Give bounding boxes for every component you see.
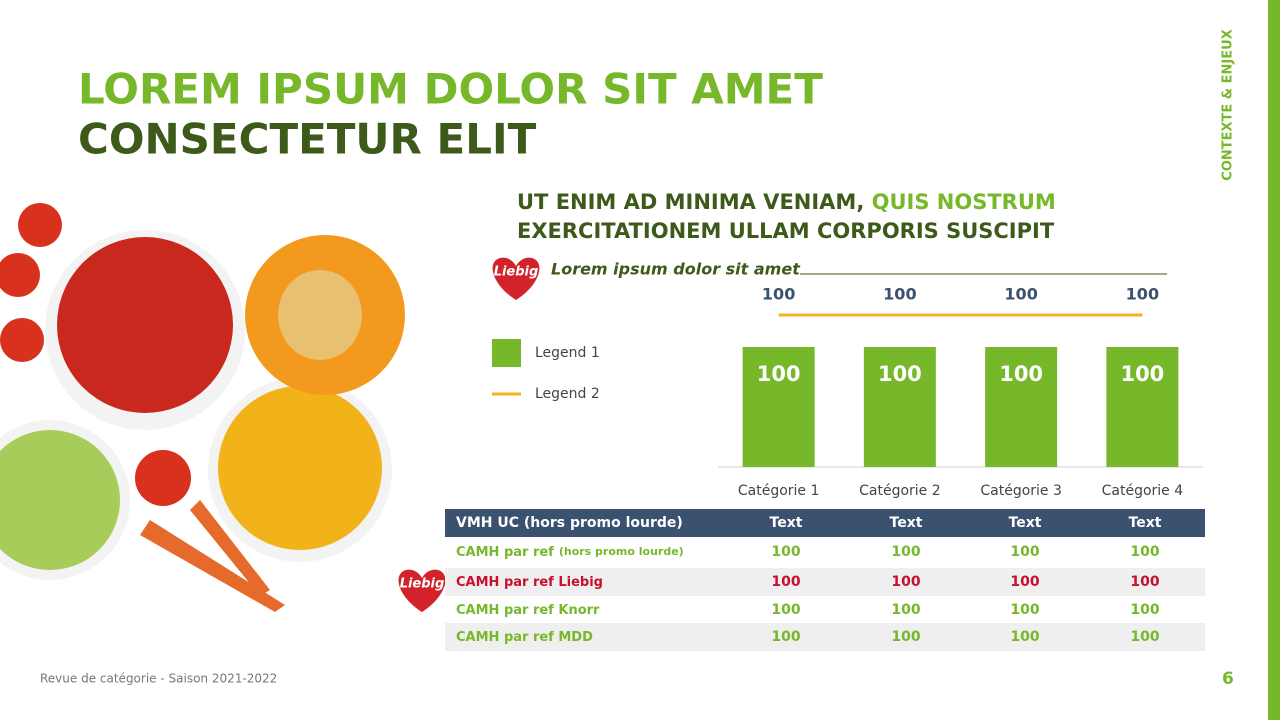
logo-text: Liebig [400, 577, 445, 592]
line-label: 100 [1004, 285, 1037, 304]
row-label-text: CAMH par ref Liebig [456, 575, 603, 590]
line-label: 100 [762, 285, 795, 304]
table-logo: Liebig [398, 569, 446, 612]
table-header [445, 509, 1205, 537]
subtitle-line1: UT ENIM AD MINIMA VENIAM, QUIS NOSTRUM [517, 190, 1056, 214]
table-cell: 100 [891, 544, 920, 560]
x-tick-label: Catégorie 1 [738, 483, 820, 499]
bar [863, 347, 936, 467]
row-label: CAMH par ref MDD [456, 630, 593, 645]
header-cell: Text [890, 515, 923, 531]
subtitle-highlight: QUIS NOSTRUM [872, 190, 1056, 214]
bar [742, 347, 815, 467]
row-label-text: CAMH par ref [456, 545, 554, 560]
footer-text: Revue de catégorie - Saison 2021-2022 [40, 672, 277, 686]
x-tick-label: Catégorie 3 [980, 483, 1062, 499]
x-tick-label: Catégorie 2 [859, 483, 941, 499]
x-tick-label: Catégorie 4 [1102, 483, 1184, 499]
table-cell: 100 [1010, 602, 1039, 618]
legend-swatch [492, 339, 521, 367]
row-band [445, 568, 1205, 596]
table-cell: 100 [771, 629, 800, 645]
title-line1: LOREM IPSUM DOLOR SIT AMET [78, 65, 823, 114]
table-cell: 100 [1130, 629, 1159, 645]
row-note: (hors promo lourde) [559, 545, 684, 558]
bar [985, 347, 1058, 467]
legend-label: Legend 1 [535, 345, 600, 361]
table-cell: 100 [771, 544, 800, 560]
table-cell: 100 [1130, 544, 1159, 560]
food-image [0, 203, 405, 612]
bar-label: 100 [1120, 362, 1164, 386]
row-label: CAMH par ref Liebig [456, 575, 603, 590]
table-cell: 100 [1010, 574, 1039, 590]
row-label-text: CAMH par ref MDD [456, 630, 593, 645]
subtitle-line2: EXERCITATIONEM ULLAM CORPORIS SUSCIPIT [517, 219, 1055, 243]
row-label-text: CAMH par ref Knorr [456, 603, 600, 618]
table-cell: 100 [771, 574, 800, 590]
table-cell: 100 [1010, 544, 1039, 560]
table-cell: 100 [891, 574, 920, 590]
row-label: CAMH par ref Knorr [456, 603, 600, 618]
table-cell: 100 [1130, 602, 1159, 618]
table-cell: 100 [891, 602, 920, 618]
row-band [445, 623, 1205, 651]
bar-label: 100 [999, 362, 1043, 386]
row-label: CAMH par ref (hors promo lourde) [456, 545, 684, 560]
chart-heading: Lorem ipsum dolor sit amet [551, 260, 801, 279]
page-number: 6 [1222, 669, 1234, 689]
table-cell: 100 [1130, 574, 1159, 590]
chart-logo: Liebig [492, 257, 540, 300]
header-cell: Text [1009, 515, 1042, 531]
line-label: 100 [883, 285, 916, 304]
logo-text: Liebig [494, 265, 539, 280]
table-cell: 100 [1010, 629, 1039, 645]
header-cell: Text [1129, 515, 1162, 531]
side-label: CONTEXTE & ENJEUX [1221, 29, 1236, 180]
side-bar [1268, 0, 1280, 720]
bar-label: 100 [757, 362, 801, 386]
bar [1106, 347, 1179, 467]
table-cell: 100 [771, 602, 800, 618]
title-line2: CONSECTETUR ELIT [78, 115, 537, 164]
bar-label: 100 [878, 362, 922, 386]
subtitle-part: UT ENIM AD MINIMA VENIAM, [517, 190, 864, 214]
line-label: 100 [1126, 285, 1159, 304]
legend-label: Legend 2 [535, 386, 600, 402]
table-cell: 100 [891, 629, 920, 645]
header-cell: VMH UC (hors promo lourde) [456, 515, 683, 531]
header-cell: Text [770, 515, 803, 531]
